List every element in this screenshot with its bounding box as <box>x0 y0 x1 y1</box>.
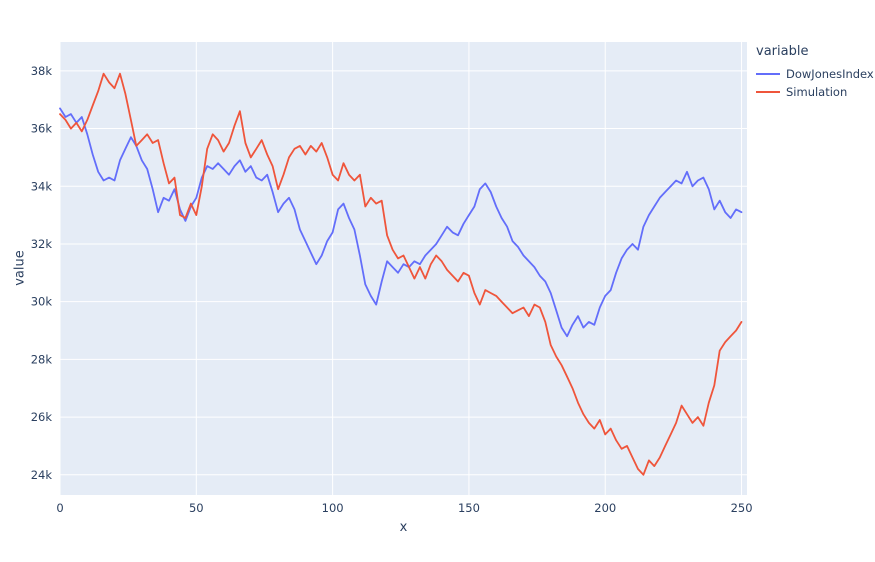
y-tick-label: 34k <box>31 179 53 193</box>
legend-title: variable <box>756 44 809 59</box>
y-tick-label: 30k <box>31 295 53 309</box>
series-lines <box>59 72 743 476</box>
legend-item-dowjonesindex[interactable]: DowJonesIndex <box>756 65 874 83</box>
y-tick-label: 24k <box>31 468 53 482</box>
tick-labels: 0 50 100 150 200 250 24k 26k 28k 30k 32k 34k 36k 38k <box>31 64 753 515</box>
dowjonesindex-line[interactable] <box>59 107 743 338</box>
legend: variable DowJonesIndex Simulation <box>756 44 874 101</box>
x-tick-label: 100 <box>322 501 344 515</box>
x-tick-label: 250 <box>731 501 753 515</box>
gridlines <box>59 42 747 495</box>
plot-area[interactable] <box>60 42 747 495</box>
y-tick-label: 38k <box>31 64 53 78</box>
x-tick-label: 0 <box>56 501 63 515</box>
y-axis-title: value <box>12 250 28 286</box>
dowjonesindex-line-swatch-icon <box>756 73 780 75</box>
y-tick-label: 28k <box>31 352 53 366</box>
simulation-line[interactable] <box>59 72 743 476</box>
y-tick-label: 32k <box>31 237 53 251</box>
x-axis-title: x <box>399 520 408 535</box>
legend-item-label: DowJonesIndex <box>786 67 874 81</box>
y-tick-label: 26k <box>31 410 53 424</box>
x-tick-label: 50 <box>189 501 204 515</box>
legend-item-simulation[interactable]: Simulation <box>756 83 874 101</box>
y-tick-label: 36k <box>31 122 53 136</box>
simulation-line-swatch-icon <box>756 91 780 93</box>
x-tick-label: 150 <box>458 501 480 515</box>
legend-item-label: Simulation <box>786 85 848 99</box>
x-tick-label: 200 <box>594 501 616 515</box>
